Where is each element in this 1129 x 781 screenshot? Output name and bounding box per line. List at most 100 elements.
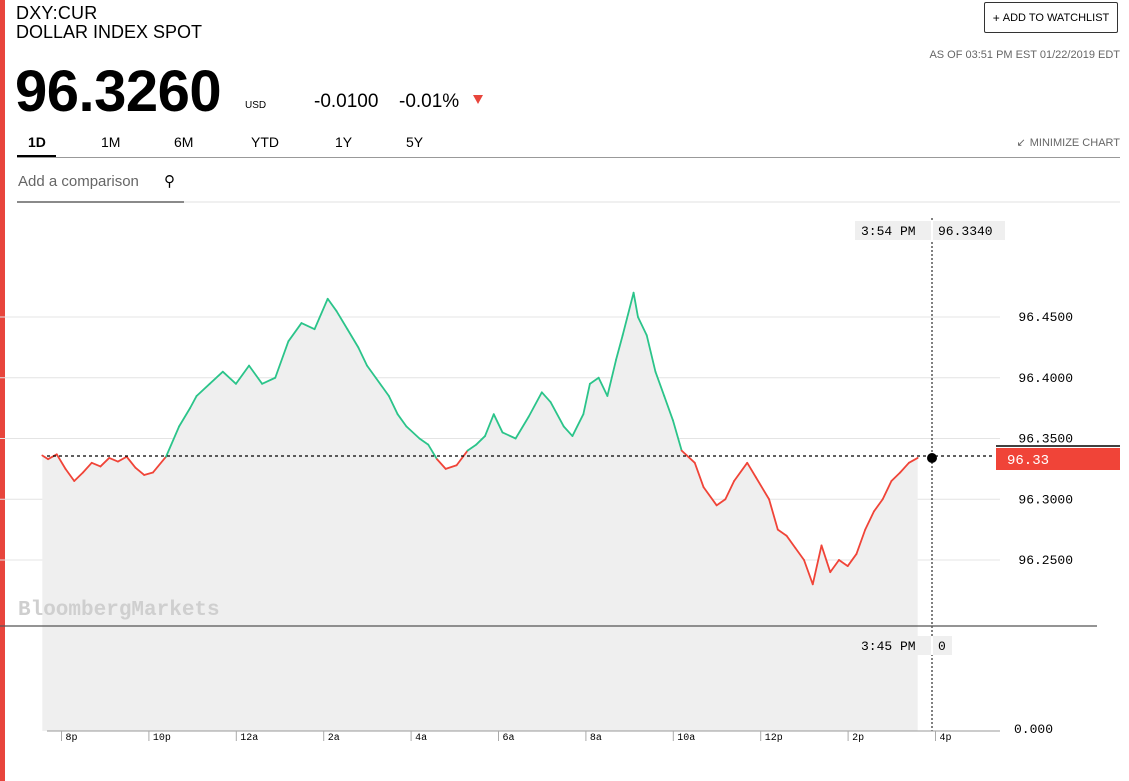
price-line-segment [165,425,181,458]
price-line-segment [117,455,128,463]
price-line-segment [501,431,517,440]
tab-1m[interactable]: 1M [101,134,121,150]
search-icon[interactable]: ⚲ [164,173,175,190]
minimize-chart-button[interactable]: ↙ MINIMIZE CHART [1017,136,1120,150]
price-line-segment [73,471,84,482]
y-tick-label: 96.3500 [1018,432,1073,447]
crosshair-label-box [855,221,1005,240]
price-line-segment [82,461,93,474]
price-line-segment [41,454,49,461]
price-line-segment [838,559,849,567]
price-line-segment [99,457,111,468]
last-price-label-box [996,448,1120,470]
tab-1d[interactable]: 1D [28,134,46,150]
price-line-segment [615,334,624,361]
price-line-segment [855,528,867,555]
last-price-label: 96.33 [1007,453,1049,469]
price-line-segment [346,328,360,349]
price-line-segment [248,364,264,385]
comparison-input[interactable]: Add a comparison [18,173,139,190]
x-tick-label: 4a [415,733,427,744]
crosshair-time: 3:54 PM [861,224,916,239]
volume-tick-label: 0.000 [1014,722,1053,737]
price-line-segment [746,461,757,479]
volume-crosshair-time: 3:45 PM [861,639,916,654]
tab-ytd[interactable]: YTD [251,134,279,150]
price-line-segment [274,340,290,379]
price-line-segment [466,443,478,452]
y-tick-label: 96.3000 [1018,492,1073,507]
accent-edge [0,0,5,781]
price-line-segment [455,449,469,467]
price-line-segment [189,395,198,410]
price-line-segment [475,435,486,446]
price-line-segment [632,291,639,318]
x-tick-label: 2a [328,733,340,744]
price-line-segment [654,370,666,397]
tab-6m[interactable]: 6M [174,134,194,150]
price-line-segment [571,413,585,437]
price-line-segment [637,316,648,337]
x-tick-label: 4p [940,733,952,744]
percent-change: -0.01% [399,91,460,112]
y-tick-label: 96.4000 [1018,371,1073,386]
y-axis-ticks: 96.4500 96.4000 96.3500 96.3000 96.2500 0.000 [1014,310,1073,737]
volume-crosshair-value: 0 [938,639,946,654]
tab-5y[interactable]: 5Y [406,134,424,150]
down-triangle-icon [473,95,483,104]
price-line-segment [562,425,574,437]
price-line-segment [606,358,618,397]
price-line-segment [811,544,823,586]
price-line-segment [527,391,543,418]
active-tab-indicator [17,155,56,158]
crosshair-value: 96.3340 [938,224,993,239]
x-tick-label: 10a [677,733,695,744]
tabs-divider [17,157,1120,158]
x-tick-label: 8a [590,733,602,744]
price-line-segment [221,370,237,385]
x-tick-label: 12a [240,733,258,744]
tab-1y[interactable]: 1Y [335,134,353,150]
last-price: 96.3260 [15,59,222,124]
price-line-segment [108,457,119,463]
price-line-segment [47,453,58,461]
price-line-segment [484,413,495,437]
price-line-segment [733,461,749,482]
price-line-segment [313,297,329,331]
volume-crosshair-label-box [855,636,952,655]
minimize-label: MINIMIZE CHART [1029,136,1120,149]
ticker-symbol: DXY:CUR [16,3,98,23]
price-line-segment [663,395,674,422]
price-line-segment [444,464,458,470]
price-line-segment [680,449,696,464]
price-line-segment [899,461,910,474]
security-name: DOLLAR INDEX SPOT [16,22,203,42]
price-line-segment [621,291,635,337]
price-line-segment [134,466,146,476]
plus-icon: + [992,10,1000,25]
price-line-segment [768,498,779,531]
x-tick-label: 8p [66,733,78,744]
price-line-segment [755,476,770,501]
price-line-segment [374,376,390,397]
add-to-watchlist-button[interactable]: + ADD TO WATCHLIST [984,2,1118,33]
price-line-segment [55,453,67,470]
price-line-segment [693,461,705,489]
price-line-segment [864,510,875,531]
price-line-segment [589,376,600,385]
price-line-segment [335,310,349,331]
price-line-segment [549,401,565,428]
price-line-segment [143,471,154,476]
price-area-fill [42,292,918,731]
price-line-segment [436,458,447,470]
price-line-segment [405,425,421,440]
price-line-segment [514,415,530,440]
price-line-segment [702,486,718,507]
price-line-segment [300,322,316,331]
price-line-segment [597,376,609,397]
price-line-segment [418,437,430,446]
y-tick-label: 96.2500 [1018,553,1073,568]
price-line-segment [582,382,591,416]
price-line-segment [846,553,858,567]
